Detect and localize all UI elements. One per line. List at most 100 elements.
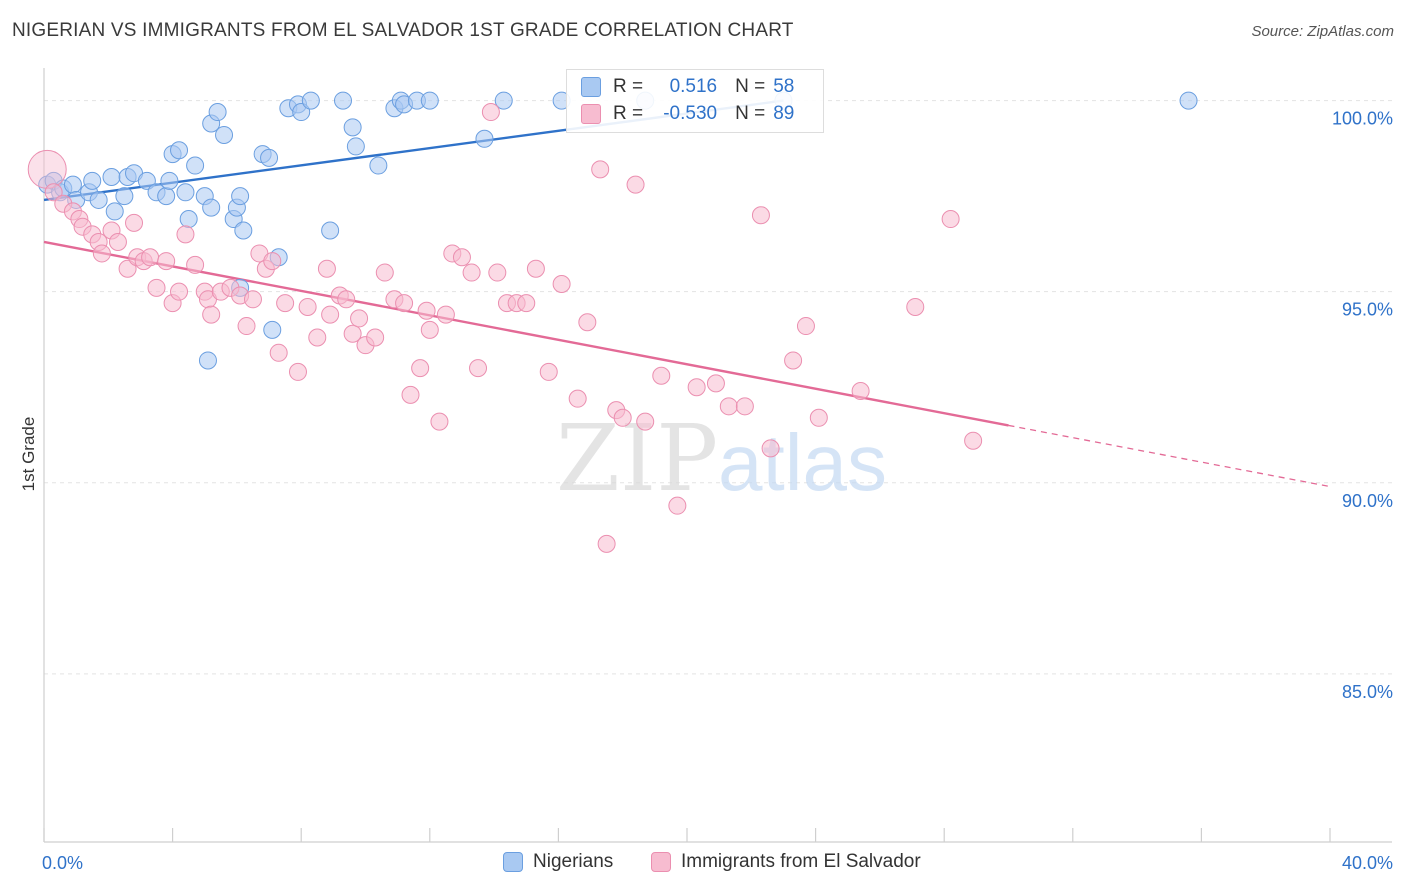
salvador-point [125,213,144,232]
stats-r-label: R = [613,103,644,124]
stats-n-value: 58 [773,76,795,97]
salvador-point [452,248,471,267]
stats-r-value: 0.516 [669,76,718,97]
salvador-point [430,412,449,431]
nigerians-point [263,320,282,339]
nigerians-point [369,156,388,175]
stats-n-label: N = [735,103,766,124]
y-tick-label: 100.0% [1332,109,1393,129]
salvador-point [350,309,369,328]
salvador-point [719,397,738,416]
salvador-trend-extension [1008,424,1331,488]
salvador-point [517,294,536,313]
salvador-point [263,252,282,271]
salvador-point [118,259,137,278]
salvador-point [626,175,645,194]
axis-labels: 100.0% 95.0% 90.0% 85.0% 0.0% 40.0% 1st Grade [19,109,1393,873]
salvador-point [964,431,983,450]
salvador-point [157,252,176,271]
nigerians-point [160,171,179,190]
salvador-point [288,362,307,381]
nigerians-point [102,168,121,187]
salvador-point [751,206,770,225]
nigerians-point [333,91,352,110]
salvador-point [469,359,488,378]
salvador-point [735,397,754,416]
chart-title: NIGERIAN VS IMMIGRANTS FROM EL SALVADOR … [12,20,794,41]
salvador-point [395,294,414,313]
salvador-point [539,362,558,381]
y-axis-title: 1st Grade [19,417,38,492]
nigerians-point [420,91,439,110]
nigerians-point [115,187,134,206]
salvador-point [92,244,111,263]
salvador-point [706,374,725,393]
nigerians-point [346,137,365,156]
salvador-point [613,408,632,427]
stats-r-label: R = [613,76,644,97]
salvador-point [108,232,127,251]
nigerians-point [234,221,253,240]
salvador-point [186,255,205,274]
salvador-point [147,278,166,297]
salvador-point [796,317,815,336]
salvador-point [243,290,262,309]
salvador-point [526,259,545,278]
salvador-point [141,248,160,267]
stats-row-nigerians: R = 0.516 N = 58 [581,74,794,100]
nigerians-point [176,183,195,202]
nigerians-swatch [581,77,601,97]
salvador-point [906,297,925,316]
nigerians-point [494,91,513,110]
salvador-point [337,290,356,309]
nigerians-point [202,198,221,217]
legend-label: Immigrants from El Salvador [681,851,921,872]
stats-box: R = 0.516 N = 58 R = -0.530 N = 89 [566,69,824,133]
salvador-point [420,320,439,339]
nigerians-point [301,91,320,110]
legend-item-salvador[interactable]: Immigrants from El Salvador [651,851,921,873]
salvador-point [941,210,960,229]
nigerians-legend-swatch [503,852,523,872]
salvador-point [597,534,616,553]
nigerians-point [179,210,198,229]
salvador-point [851,382,870,401]
salvador-point [636,412,655,431]
nigerians-point [321,221,340,240]
salvador-point [176,225,195,244]
salvador-point [44,183,63,202]
stats-row-salvador: R = -0.530 N = 89 [581,101,794,127]
salvador-point [552,275,571,294]
salvador-point [417,301,436,320]
salvador-point [375,263,394,282]
salvador-point [269,343,288,362]
x-tick-label: 40.0% [1342,853,1393,873]
axes [43,68,1392,843]
salvador-trend-line [43,240,1009,427]
nigerians-point [260,148,279,167]
salvador-point [366,328,385,347]
salvador-point [761,439,780,458]
nigerians-point [83,171,102,190]
salvador-point [237,317,256,336]
salvador-point [308,328,327,347]
salvador-point [411,359,430,378]
source-credit: Source: ZipAtlas.com [1251,23,1394,40]
nigerians-point [343,118,362,137]
stats-r-value: -0.530 [663,103,718,124]
salvador-point [687,378,706,397]
nigerians-point [89,190,108,209]
legend-item-nigerians[interactable]: Nigerians [503,851,613,873]
stats-n-label: N = [735,76,766,97]
legend-label: Nigerians [533,851,614,872]
data-points [27,91,1198,553]
nigerians-point [1179,91,1198,110]
nigerians-point [63,175,82,194]
salvador-point [488,263,507,282]
salvador-point [481,103,500,122]
salvador-point [668,496,687,515]
salvador-point [202,305,221,324]
nigerians-point [186,156,205,175]
salvador-point [578,313,597,332]
